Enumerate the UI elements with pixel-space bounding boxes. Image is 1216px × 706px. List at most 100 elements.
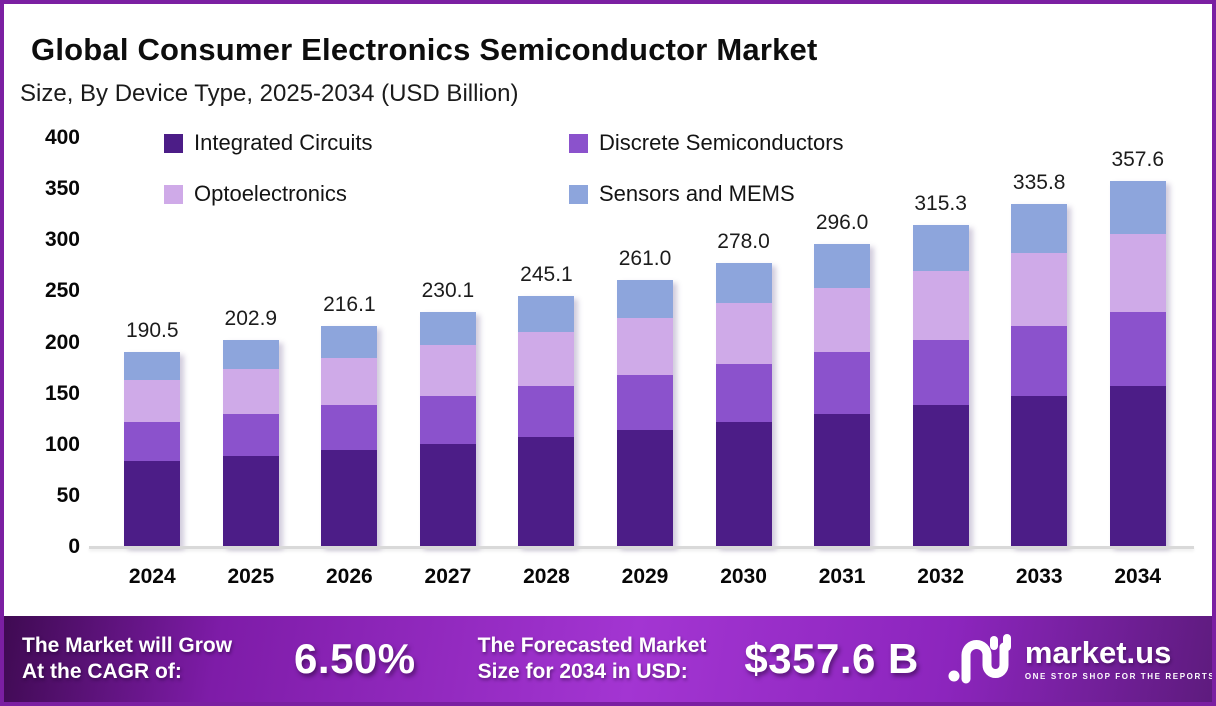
- bar-column-2026: 216.1: [300, 138, 399, 547]
- legend-swatch-icon: [164, 133, 183, 153]
- x-tick-label-2032: 2032: [917, 565, 964, 588]
- y-tick-label: 400: [44, 126, 80, 149]
- cagr-label-line1: The Market will Grow: [22, 633, 233, 657]
- x-tick-label-2034: 2034: [1114, 565, 1162, 588]
- bar-segment-sensors-and-mems: [912, 224, 969, 271]
- bar-segment-sensors-and-mems: [321, 326, 378, 358]
- bar-column-2031: 296.0: [793, 138, 892, 547]
- bar-stack: [1109, 181, 1166, 547]
- bar-stack: [419, 311, 476, 547]
- bar-segment-discrete-semiconductors: [912, 339, 969, 406]
- bar-column-2025: 202.9: [202, 138, 301, 547]
- x-tick-label-2024: 2024: [128, 565, 176, 588]
- bar-segment-integrated-circuits: [1011, 395, 1068, 547]
- bar-segment-sensors-and-mems: [814, 244, 871, 288]
- bar-segment-discrete-semiconductors: [617, 375, 673, 430]
- y-tick-label: 100: [44, 432, 80, 456]
- bar-total-label: 202.9: [224, 306, 278, 330]
- legend-swatch-icon: [569, 133, 588, 153]
- bar-stack: [912, 224, 969, 547]
- bar-column-2030: 278.0: [694, 138, 793, 547]
- x-tick-label-2025: 2025: [227, 565, 275, 588]
- bar-total-label: 216.1: [323, 293, 376, 317]
- bar-segment-optoelectronics: [124, 380, 181, 422]
- bar-segment-optoelectronics: [518, 332, 575, 386]
- bar-stack: [124, 352, 181, 547]
- y-tick-label: 300: [44, 228, 80, 252]
- bar-segment-integrated-circuits: [1109, 386, 1166, 547]
- bar-stack: [814, 244, 871, 547]
- x-tick-label-2029: 2029: [621, 565, 669, 588]
- x-tick-label-2031: 2031: [818, 565, 866, 588]
- bar-segment-sensors-and-mems: [419, 311, 476, 346]
- forecast-label-line2: Size for 2034 in USD:: [477, 660, 688, 683]
- bar-segment-sensors-and-mems: [124, 352, 181, 381]
- x-axis: 2024 2025 2026 2027 2028 2029 2030 2031 2032 2033…: [103, 565, 1187, 589]
- bar-total-label: 296.0: [815, 211, 869, 235]
- bar-total-label: 315.3: [914, 191, 967, 215]
- bar-segment-discrete-semiconductors: [1109, 311, 1166, 387]
- plot-area: 190.5 202.9 216.1 230.1 245.1 261.0 278.0 296.0…: [103, 138, 1187, 547]
- logo-text-block: market.us ONE STOP SHOP FOR THE REPORTS: [1024, 635, 1216, 681]
- bar-segment-integrated-circuits: [124, 461, 181, 547]
- bar-segment-optoelectronics: [912, 270, 969, 340]
- bar-segment-integrated-circuits: [715, 421, 772, 547]
- cagr-value: 6.50%: [294, 635, 416, 682]
- bar-stack: [617, 280, 673, 547]
- logo-tagline: ONE STOP SHOP FOR THE REPORTS: [1024, 672, 1216, 681]
- cagr-label: The Market will Grow At the CAGR of:: [22, 633, 232, 686]
- bar-column-2027: 230.1: [399, 138, 498, 547]
- market-us-logo: market.us ONE STOP SHOP FOR THE REPORTS: [947, 633, 1216, 685]
- bar-segment-discrete-semiconductors: [814, 352, 871, 414]
- logo-text: market.us: [1024, 635, 1172, 670]
- x-tick-label-2033: 2033: [1015, 565, 1063, 588]
- legend-swatch-icon: [164, 184, 183, 204]
- footer-banner: The Market will Grow At the CAGR of: 6.5…: [4, 616, 1212, 702]
- bar-segment-optoelectronics: [1109, 233, 1166, 312]
- bar-column-2024: 190.5: [103, 138, 202, 547]
- bar-segment-sensors-and-mems: [1109, 181, 1166, 234]
- legend-item-optoelectronics: Optoelectronics: [164, 181, 569, 207]
- y-axis: 400 350 300 250 200 150 100 50 0: [4, 4, 80, 564]
- bar-segment-optoelectronics: [419, 345, 476, 396]
- bar-segment-optoelectronics: [617, 318, 673, 376]
- legend-swatch-icon: [569, 184, 588, 204]
- bar-column-2033: 335.8: [990, 138, 1089, 547]
- bar-segment-discrete-semiconductors: [1011, 326, 1068, 396]
- cagr-label-line2: At the CAGR of:: [22, 660, 182, 683]
- bar-column-2034: 357.6: [1088, 138, 1187, 547]
- forecast-value: $357.6 B: [744, 635, 919, 682]
- bar-total-label: 357.6: [1111, 148, 1165, 172]
- bar-total-label: 245.1: [520, 263, 573, 287]
- legend-label: Discrete Semiconductors: [599, 130, 844, 155]
- forecast-label-line1: The Forecasted Market: [477, 633, 707, 657]
- market-us-curves-icon: [948, 634, 1011, 684]
- bar-segment-discrete-semiconductors: [518, 385, 575, 437]
- bar-segment-integrated-circuits: [419, 443, 476, 547]
- legend-item-discrete-semiconductors: Discrete Semiconductors: [569, 130, 844, 156]
- bar-stack: [321, 326, 378, 547]
- y-tick-label: 150: [44, 381, 80, 405]
- x-axis-line: [89, 546, 1194, 549]
- legend-label: Integrated Circuits: [194, 130, 373, 155]
- chart-title: Global Consumer Electronics Semiconducto…: [31, 32, 818, 67]
- x-tick-label-2026: 2026: [326, 565, 373, 588]
- bar-stack: [222, 339, 279, 547]
- y-tick-label: 250: [44, 279, 80, 303]
- bar-column-2032: 315.3: [891, 138, 990, 547]
- bar-total-label: 278.0: [717, 229, 770, 253]
- bar-segment-integrated-circuits: [518, 436, 575, 547]
- bar-stack: [715, 262, 772, 547]
- bar-total-label: 230.1: [421, 278, 475, 302]
- bar-segment-sensors-and-mems: [1011, 203, 1068, 253]
- bar-total-label: 190.5: [125, 319, 179, 343]
- bar-segment-optoelectronics: [814, 287, 871, 353]
- bar-stack: [518, 296, 575, 547]
- bar-segment-integrated-circuits: [222, 455, 279, 547]
- y-tick-label: 350: [44, 177, 80, 201]
- bar-segment-sensors-and-mems: [617, 280, 673, 319]
- bar-segment-integrated-circuits: [814, 413, 871, 547]
- legend-label: Sensors and MEMS: [599, 181, 795, 206]
- y-tick-label: 0: [68, 535, 80, 558]
